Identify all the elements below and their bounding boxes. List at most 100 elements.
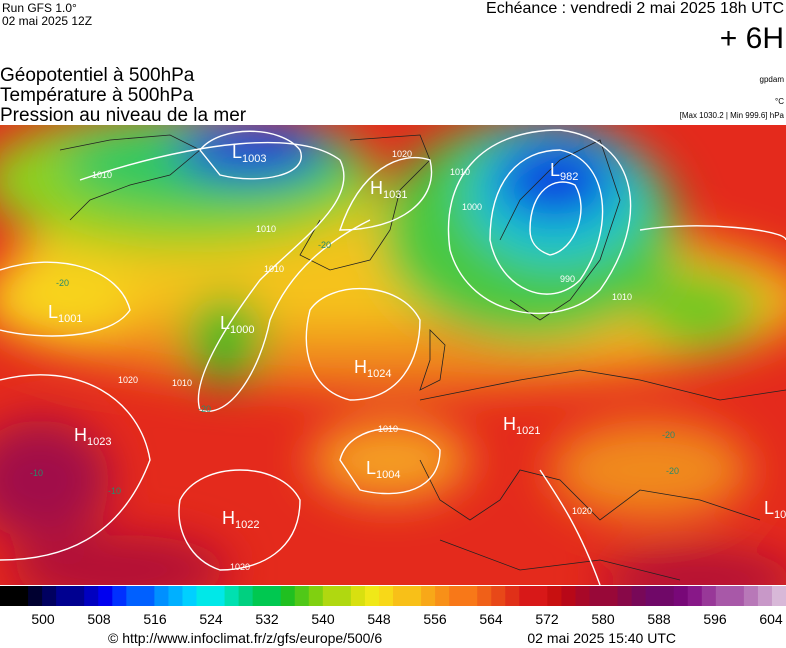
colorbar-swatch	[210, 586, 226, 606]
colorbar-swatch	[715, 586, 731, 606]
contour-label: -20	[56, 278, 69, 288]
source-url: © http://www.infoclimat.fr/z/gfs/europe/…	[108, 630, 382, 646]
contour-label: -20	[318, 240, 331, 250]
colorbar-swatch	[421, 586, 436, 606]
colorbar-tick-label: 604	[759, 611, 783, 627]
colorbar-swatch	[631, 586, 647, 606]
colorbar-swatch	[771, 586, 786, 606]
colorbar-tick-label: 500	[31, 611, 55, 627]
colorbar-swatch	[477, 586, 492, 606]
title-pressure: Pression au niveau de la mer	[0, 105, 247, 126]
colorbar-swatch	[280, 586, 296, 606]
title-geopotential: Géopotentiel à 500hPa	[0, 65, 195, 86]
pressure-center: H1023	[74, 425, 111, 448]
colorbar-swatch	[42, 586, 57, 606]
colorbar-swatch	[645, 586, 661, 606]
contour-label: 1020	[230, 562, 250, 572]
pressure-center: H1031	[370, 178, 407, 201]
colorbar-swatch	[491, 586, 506, 606]
colorbar-swatch	[673, 586, 689, 606]
center-value: 1024	[367, 368, 391, 380]
center-letter: L	[232, 142, 242, 162]
colorbar-swatch	[126, 586, 141, 606]
lead-time: + 6H	[720, 22, 784, 55]
center-letter: H	[503, 414, 516, 434]
center-value: 1023	[87, 436, 111, 448]
center-value: 1003	[242, 153, 266, 165]
contour-label: -20	[198, 404, 211, 414]
run-label: Run GFS 1.0°	[2, 1, 77, 15]
colorbar-swatch	[729, 586, 745, 606]
colorbar-tick-label: 564	[479, 611, 503, 627]
colorbar-swatch	[308, 586, 324, 606]
center-letter: H	[74, 425, 87, 445]
colorbar-swatch	[350, 586, 366, 606]
colorbar-swatch	[168, 586, 183, 606]
center-letter: L	[220, 313, 230, 333]
contour-label: 1020	[118, 375, 138, 385]
colorbar-swatch	[407, 586, 422, 606]
colorbar-swatch	[435, 586, 450, 606]
valid-time: Echéance : vendredi 2 mai 2025 18h UTC	[486, 0, 784, 17]
generated-time: 02 mai 2025 15:40 UTC	[527, 630, 676, 646]
colorbar-swatch	[449, 586, 464, 606]
colorbar-swatch	[0, 586, 15, 606]
colorbar-swatch	[70, 586, 85, 606]
center-value: 1004	[376, 469, 400, 481]
colorbar-tick-label: 548	[367, 611, 391, 627]
pressure-center: H1024	[354, 357, 391, 380]
colorbar-swatch	[519, 586, 534, 606]
colorbar-swatch	[463, 586, 478, 606]
contour-label: 1010	[92, 170, 112, 180]
colorbar-tick-label: 588	[647, 611, 671, 627]
colorbar-swatch	[659, 586, 675, 606]
colorbar-swatch	[28, 586, 43, 606]
center-letter: L	[366, 458, 376, 478]
isobars	[0, 129, 786, 585]
contour-label: 1010	[378, 424, 398, 434]
pressure-range: [Max 1030.2 | Min 999.6] hPa	[680, 111, 785, 120]
colorbar-tick-label: 508	[87, 611, 111, 627]
colorbar-swatch	[238, 586, 254, 606]
colorbar-swatch	[98, 586, 113, 606]
colorbar-swatch	[140, 586, 155, 606]
contour-label: -20	[662, 430, 675, 440]
colorbar-swatch	[224, 586, 240, 606]
pressure-center: L1004	[366, 458, 401, 481]
center-value: 1031	[383, 189, 407, 201]
colorbar: 500 508 516 524 532 540 548 556 564 572 580 588 596 6…	[0, 586, 786, 627]
contour-label: -10	[30, 468, 43, 478]
colorbar-tick-label: 516	[143, 611, 167, 627]
colorbar-swatch	[533, 586, 548, 606]
contour-label: 1010	[264, 264, 284, 274]
colorbar-swatch	[294, 586, 310, 606]
contour-label: 1010	[450, 167, 470, 177]
colorbar-swatch	[112, 586, 127, 606]
colorbar-swatch	[743, 586, 759, 606]
colorbar-swatch	[589, 586, 605, 606]
unit-temperature: °C	[775, 97, 784, 106]
colorbar-tick-label: 596	[703, 611, 727, 627]
colorbar-tick-label: 540	[311, 611, 335, 627]
center-value: 1001	[58, 313, 82, 325]
coastlines	[59, 134, 786, 581]
contour-label: -20	[666, 466, 679, 476]
pressure-center: H1021	[503, 414, 540, 437]
center-value: 1021	[516, 425, 540, 437]
colorbar-swatch	[252, 586, 268, 606]
center-letter: L	[48, 302, 58, 322]
colorbar-tick-label: 524	[199, 611, 223, 627]
colorbar-swatch	[84, 586, 99, 606]
colorbar-swatch	[687, 586, 703, 606]
colorbar-swatch	[617, 586, 633, 606]
colorbar-swatch	[393, 586, 408, 606]
colorbar-swatch	[364, 586, 380, 606]
center-value: 1000	[230, 324, 254, 336]
colorbar-swatch	[182, 586, 197, 606]
contour-label: -10	[108, 486, 121, 496]
colorbar-swatch	[575, 586, 590, 606]
center-value: 10	[774, 509, 786, 521]
